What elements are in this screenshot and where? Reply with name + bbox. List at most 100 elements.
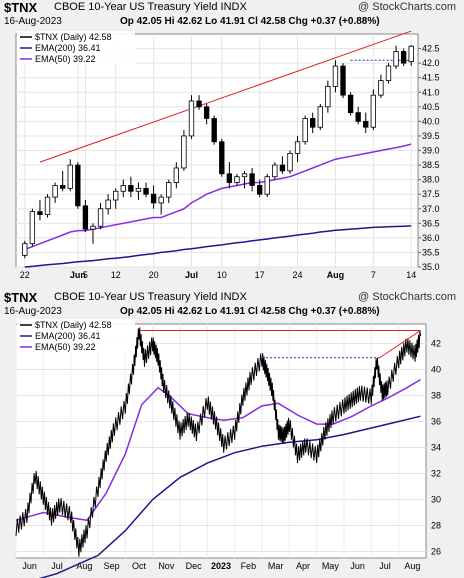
quote-line: Op 42.05 Hi 42.62 Lo 41.91 Cl 42.58 Chg … <box>120 306 380 317</box>
x-tick-label: 22 <box>20 270 30 280</box>
x-tick-label: Mar <box>268 561 284 571</box>
x-tick-label: 20 <box>149 270 159 280</box>
candle-body <box>400 51 407 64</box>
candle-body <box>181 135 187 169</box>
y-tick-label: 37.5 <box>422 189 440 199</box>
y-tick-label: 38 <box>431 391 441 401</box>
candle-body <box>340 65 346 96</box>
y-tick-label: 26 <box>431 547 441 557</box>
ema200-line <box>24 225 412 268</box>
x-tick-label: Apr <box>296 561 310 571</box>
candle-body <box>370 94 376 128</box>
candle-body <box>408 45 414 63</box>
candle-body <box>90 225 96 230</box>
trendline <box>39 30 412 163</box>
security-name: CBOE 10-Year US Treasury Yield INDX <box>54 1 247 13</box>
candle-body <box>97 208 104 227</box>
legend-entry: $TNX (Daily) 42.58 <box>35 32 112 42</box>
candle-body <box>37 211 43 215</box>
x-tick-label: 17 <box>255 270 265 280</box>
ema200-line <box>38 415 421 578</box>
candle-body <box>120 185 126 192</box>
top-chart-panel: $TNX CBOE 10-Year US Treasury Yield INDX… <box>0 0 464 280</box>
x-tick-label: Aug <box>404 561 420 571</box>
candle-body <box>378 80 384 96</box>
symbol-label: $TNX <box>4 290 38 305</box>
y-tick-label: 39.5 <box>422 131 440 141</box>
legend-entry: EMA(200) 36.41 <box>35 331 101 341</box>
x-tick-label: 10 <box>217 270 227 280</box>
candle-body <box>29 211 36 245</box>
candle-body <box>234 176 240 183</box>
y-tick-label: 32 <box>431 469 441 479</box>
candle-body <box>393 51 399 67</box>
candle-body <box>287 153 293 172</box>
security-name: CBOE 10-Year US Treasury Yield INDX <box>54 291 247 303</box>
watermark: @ StockCharts.com <box>358 1 456 13</box>
bottom-chart-panel: $TNX CBOE 10-Year US Treasury Yield INDX… <box>0 290 464 578</box>
x-tick-label: 24 <box>293 270 303 280</box>
x-tick-label: Nov <box>158 561 175 571</box>
legend-entry: EMA(200) 36.41 <box>35 43 101 53</box>
candle-body <box>128 185 134 192</box>
candle-body <box>143 187 149 195</box>
y-tick-label: 41.0 <box>422 87 440 97</box>
candle-body <box>226 173 233 183</box>
candle-body <box>211 118 217 143</box>
x-tick-label: 12 <box>111 270 121 280</box>
bottom-line-chart: 26 28 30 32 34 36 38 40 42 Jun Jul Aug Sep Oct Nov Dec 2… <box>15 319 441 578</box>
candle-body <box>264 176 270 195</box>
candle-body <box>294 141 301 154</box>
x-tick-label: Aug <box>76 561 92 571</box>
y-tick-label: 39.0 <box>422 146 440 156</box>
x-tick-label: 2023 <box>211 561 231 571</box>
ema50-line <box>24 143 412 251</box>
y-tick-label: 40.5 <box>422 102 440 112</box>
candle-body <box>385 65 392 81</box>
top-chart-header: $TNX CBOE 10-Year US Treasury Yield INDX… <box>0 0 464 34</box>
x-tick-label: Sep <box>104 561 120 571</box>
y-tick-label: 38.5 <box>422 160 440 170</box>
y-tick-label: 36.0 <box>422 233 440 243</box>
candle-body <box>310 118 316 128</box>
date-label: 16-Aug-2023 <box>4 306 62 317</box>
candle-body <box>22 243 28 256</box>
y-tick-label: 36.5 <box>422 218 440 228</box>
x-tick-label: Jul <box>185 270 198 280</box>
y-tick-label: 42.0 <box>422 58 440 68</box>
candle-body <box>60 185 66 189</box>
candle-body <box>249 173 255 186</box>
candle-body <box>173 167 180 183</box>
top-candlestick-chart: 35.0 35.5 36.0 36.5 37.0 37.5 38.0 38.5 39.0 39.5… <box>15 30 440 280</box>
candle-body <box>203 106 210 119</box>
candle-body <box>52 185 58 198</box>
candle-body <box>188 100 195 137</box>
candle-body <box>82 205 89 230</box>
candle-body <box>67 164 73 189</box>
y-tick-label: 35.5 <box>422 247 440 257</box>
candle-body <box>105 199 111 210</box>
candle-body <box>241 173 248 178</box>
candle-body <box>166 182 172 198</box>
y-tick-label: 35.0 <box>422 262 440 272</box>
candle-body <box>219 141 225 175</box>
candle-body <box>279 164 286 172</box>
candle-body <box>332 65 339 87</box>
trendline <box>379 330 421 359</box>
candle-body <box>256 185 263 195</box>
candle-body <box>158 196 164 204</box>
candle-body <box>113 190 119 201</box>
y-tick-label: 40 <box>431 365 441 375</box>
legend-entry: EMA(50) 39.22 <box>35 54 96 64</box>
x-tick-label: Aug <box>327 270 345 280</box>
legend-entry: $TNX (Daily) 42.58 <box>35 320 112 330</box>
bottom-chart-header: $TNX CBOE 10-Year US Treasury Yield INDX… <box>0 290 464 324</box>
candle-body <box>150 193 157 204</box>
x-tick-label: Oct <box>132 561 147 571</box>
candle-body <box>317 106 323 128</box>
candle-body <box>272 164 278 178</box>
candle-body <box>302 118 308 143</box>
x-tick-label: Jul <box>379 561 391 571</box>
x-tick-label: Feb <box>241 561 257 571</box>
